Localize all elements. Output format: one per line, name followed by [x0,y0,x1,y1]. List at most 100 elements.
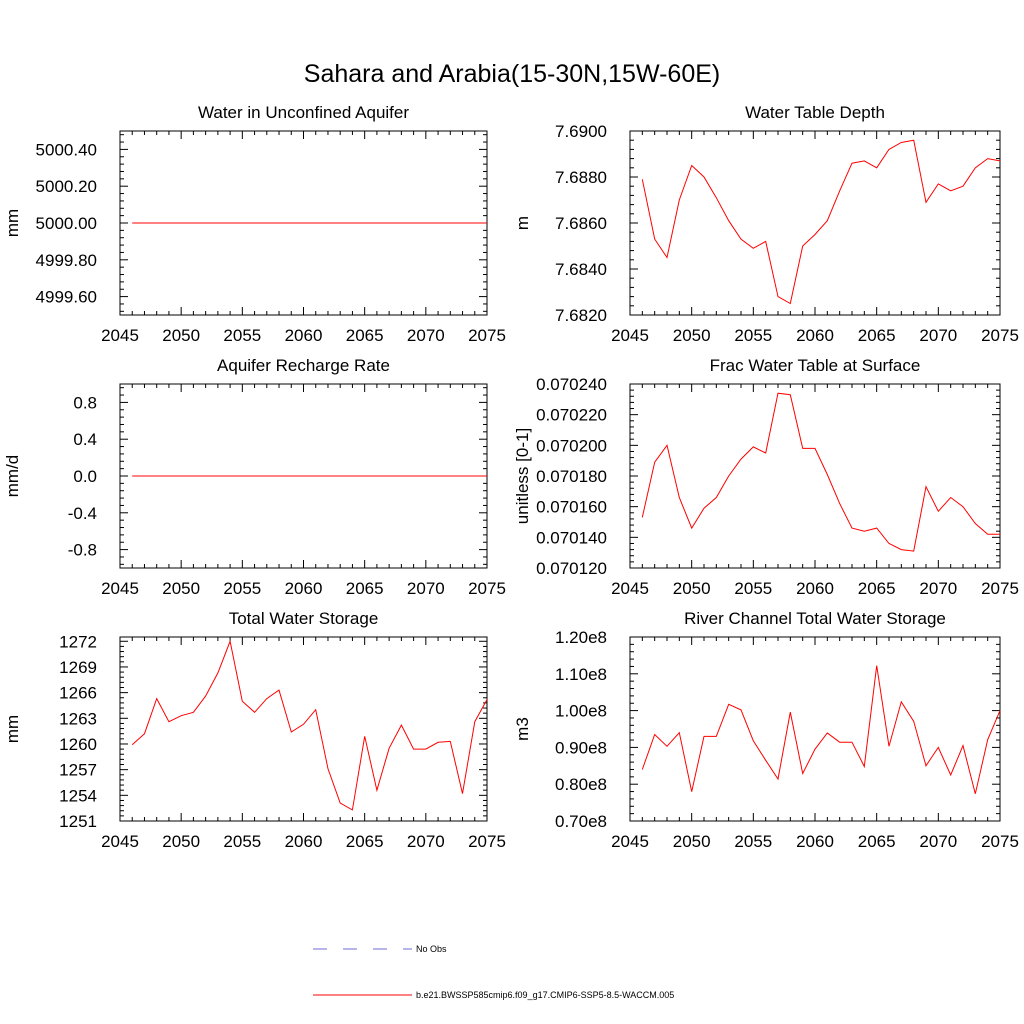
y-tick-label: 4999.80 [36,251,97,270]
series-line [131,639,488,811]
y-tick-label: 1251 [59,812,97,831]
data-point [815,749,816,750]
data-point [193,712,194,713]
data-point [168,721,169,722]
data-point [778,393,779,394]
x-tick-label: 2075 [468,832,506,851]
data-point [691,528,692,529]
data-point [667,445,668,446]
x-tick-label: 2045 [611,832,649,851]
y-tick-label: 7.6820 [555,306,607,325]
x-tick-label: 2055 [734,326,772,345]
y-tick-label: 7.6900 [555,122,607,141]
y-tick-label: 1260 [59,735,97,754]
y-tick-label: 0.0 [73,467,97,486]
x-tick-label: 2065 [858,579,896,598]
chart-panel-3: Aquifer Recharge Rate mm/d 2045 2050 2055 206… [3,356,506,598]
x-tick-label: 2060 [796,579,834,598]
legend-model-label: b.e21.BWSSP585cmip6.f09_g17.CMIP6-SSP5-8… [416,990,674,1000]
data-point [642,517,643,518]
x-tick-label: 2055 [223,326,261,345]
panel-title: Water in Unconfined Aquifer [198,103,409,122]
y-tick-label: 0.80e8 [555,775,607,794]
data-point [926,202,927,203]
panels-group: Water in Unconfined Aquifer mm 2045 2050 205… [3,103,1019,851]
chart-panel-6: River Channel Total Water Storage m3 2045 2… [513,609,1019,851]
x-tick-label: 2050 [162,832,200,851]
legend-obs-label: No Obs [416,944,447,954]
data-point [156,698,157,699]
y-tick-label: 0.070200 [536,436,607,455]
data-point [827,474,828,475]
y-tick-label: 0.70e8 [555,812,607,831]
data-point [790,394,791,395]
data-point [926,765,927,766]
x-tick-label: 2060 [285,326,323,345]
x-tick-label: 2045 [611,326,649,345]
data-point [975,167,976,168]
data-point [340,803,341,804]
data-point [963,506,964,507]
x-tick-label: 2070 [919,832,957,851]
data-point [364,736,365,737]
data-point [132,744,133,745]
data-point [716,736,717,737]
data-point [716,197,717,198]
data-point [728,220,729,221]
data-point [741,709,742,710]
y-tick-label: 1.10e8 [555,665,607,684]
data-point [704,736,705,737]
x-tick-label: 2075 [981,326,1019,345]
x-tick-label: 2060 [285,579,323,598]
data-point [852,163,853,164]
x-tick-label: 2060 [796,832,834,851]
x-tick-label: 2050 [673,326,711,345]
data-point [376,790,377,791]
data-point [950,497,951,498]
data-point [1000,160,1001,161]
data-point [987,158,988,159]
data-point [815,234,816,235]
data-point [950,775,951,776]
y-tick-label: 7.6860 [555,214,607,233]
x-tick-label: 2050 [673,832,711,851]
x-tick-label: 2050 [162,326,200,345]
y-axis-label: m3 [513,717,532,741]
data-point [889,149,890,150]
data-point [802,246,803,247]
x-tick-label: 2065 [346,579,384,598]
x-tick-label: 2070 [407,832,445,851]
data-point [291,731,292,732]
plot-frame [629,636,1001,822]
data-point [413,749,414,750]
data-point [815,448,816,449]
chart-panel-1: Water in Unconfined Aquifer mm 2045 2050 205… [3,103,506,345]
y-tick-label: 0.4 [73,430,97,449]
data-point [487,476,488,477]
series-line [641,392,1000,552]
y-tick-label: 0.070120 [536,559,607,578]
data-point [728,476,729,477]
y-tick-label: 5000.20 [36,177,97,196]
x-tick-label: 2075 [468,326,506,345]
data-point [704,177,705,178]
data-point [889,746,890,747]
data-point [913,140,914,141]
x-tick-label: 2065 [858,326,896,345]
y-axis-label: mm [3,209,22,237]
data-point [765,241,766,242]
data-point [790,303,791,304]
y-tick-label: 0.070240 [536,375,607,394]
data-point [144,733,145,734]
data-point [802,773,803,774]
x-tick-label: 2065 [858,832,896,851]
x-tick-label: 2050 [673,579,711,598]
data-point [462,793,463,794]
legend: No Obs b.e21.BWSSP585cmip6.f09_g17.CMIP6… [313,944,674,1000]
data-point [181,715,182,716]
x-tick-label: 2055 [734,832,772,851]
data-point [987,739,988,740]
data-point [425,749,426,750]
data-point [901,142,902,143]
